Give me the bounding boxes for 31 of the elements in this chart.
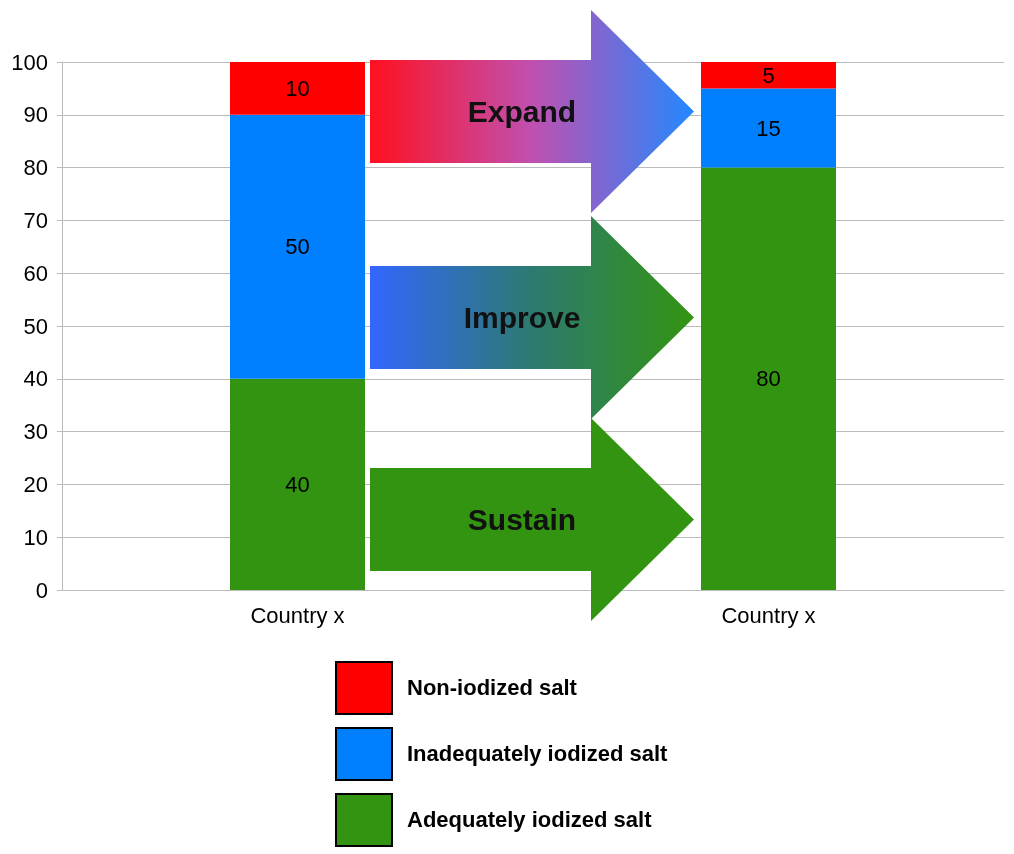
legend-label: Non-iodized salt (407, 675, 577, 701)
y-tick-label: 20 (23, 471, 48, 497)
y-tick-label: 40 (23, 366, 48, 392)
bar (230, 114, 365, 379)
bar (230, 378, 365, 590)
annotation: Sustain (466, 502, 578, 538)
x-tick-label: Country x (721, 602, 816, 628)
y-tick-label: 80 (23, 155, 48, 181)
legend-label: Inadequately iodized salt (407, 741, 668, 767)
annotation: Expand (466, 94, 578, 130)
data-label: 40 (285, 471, 310, 497)
data-label: 10 (285, 75, 310, 101)
legend-label: Adequately iodized salt (407, 807, 652, 833)
annotation: Improve (462, 300, 582, 336)
data-label: 5 (762, 62, 775, 88)
bar (701, 62, 836, 89)
y-tick-label: 0 (35, 577, 48, 603)
data-label: 80 (756, 366, 781, 392)
bar (701, 88, 836, 168)
y-tick-label: 50 (23, 313, 48, 339)
data-label: 50 (285, 234, 310, 260)
y-tick-label: 100 (11, 49, 48, 75)
y-tick-label: 90 (23, 102, 48, 128)
bar (701, 167, 836, 590)
bar (230, 62, 365, 115)
data-label: 15 (756, 115, 781, 141)
x-tick-label: Country x (250, 602, 345, 628)
y-tick-label: 70 (23, 207, 48, 233)
y-tick-label: 30 (23, 419, 48, 445)
y-tick-label: 10 (23, 524, 48, 550)
y-tick-label: 60 (23, 260, 48, 286)
